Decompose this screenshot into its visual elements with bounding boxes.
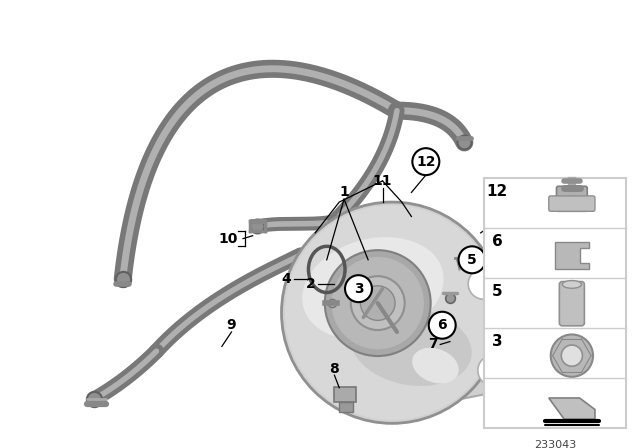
Circle shape bbox=[282, 202, 503, 423]
Bar bbox=[339, 402, 353, 412]
Text: 6: 6 bbox=[437, 318, 447, 332]
Circle shape bbox=[484, 194, 511, 220]
Text: 11: 11 bbox=[372, 174, 392, 188]
Circle shape bbox=[285, 205, 499, 420]
Circle shape bbox=[412, 148, 439, 175]
Text: 12: 12 bbox=[486, 184, 508, 199]
Text: 3: 3 bbox=[492, 334, 502, 349]
Text: 3: 3 bbox=[354, 282, 364, 296]
Text: 5: 5 bbox=[492, 284, 502, 299]
Text: 9: 9 bbox=[227, 318, 236, 332]
Text: 10: 10 bbox=[219, 232, 238, 246]
Ellipse shape bbox=[412, 348, 459, 383]
Circle shape bbox=[458, 246, 486, 273]
Text: 5: 5 bbox=[467, 253, 477, 267]
FancyBboxPatch shape bbox=[559, 281, 584, 326]
Ellipse shape bbox=[351, 307, 472, 386]
Circle shape bbox=[468, 268, 499, 299]
Ellipse shape bbox=[563, 280, 582, 288]
Bar bbox=[335, 387, 356, 402]
Text: 7: 7 bbox=[428, 337, 437, 352]
Text: 8: 8 bbox=[330, 362, 339, 375]
Circle shape bbox=[351, 276, 404, 330]
Ellipse shape bbox=[302, 237, 444, 340]
Text: 2: 2 bbox=[305, 277, 316, 291]
Bar bbox=[484, 178, 626, 428]
Circle shape bbox=[360, 286, 395, 320]
FancyBboxPatch shape bbox=[556, 186, 588, 211]
Circle shape bbox=[325, 250, 431, 356]
Text: 6: 6 bbox=[492, 234, 502, 249]
Circle shape bbox=[345, 275, 372, 302]
Polygon shape bbox=[548, 398, 595, 419]
Circle shape bbox=[494, 323, 511, 340]
Text: 4: 4 bbox=[282, 272, 291, 286]
Text: 12: 12 bbox=[416, 155, 436, 168]
Polygon shape bbox=[554, 242, 589, 269]
Text: 12: 12 bbox=[488, 200, 508, 214]
Circle shape bbox=[429, 312, 456, 339]
Text: 1: 1 bbox=[339, 185, 349, 199]
FancyBboxPatch shape bbox=[548, 196, 595, 211]
Polygon shape bbox=[454, 250, 517, 399]
Text: 233043: 233043 bbox=[534, 440, 576, 448]
Circle shape bbox=[550, 335, 593, 377]
Circle shape bbox=[561, 345, 582, 366]
Circle shape bbox=[478, 355, 509, 386]
Circle shape bbox=[332, 257, 424, 349]
